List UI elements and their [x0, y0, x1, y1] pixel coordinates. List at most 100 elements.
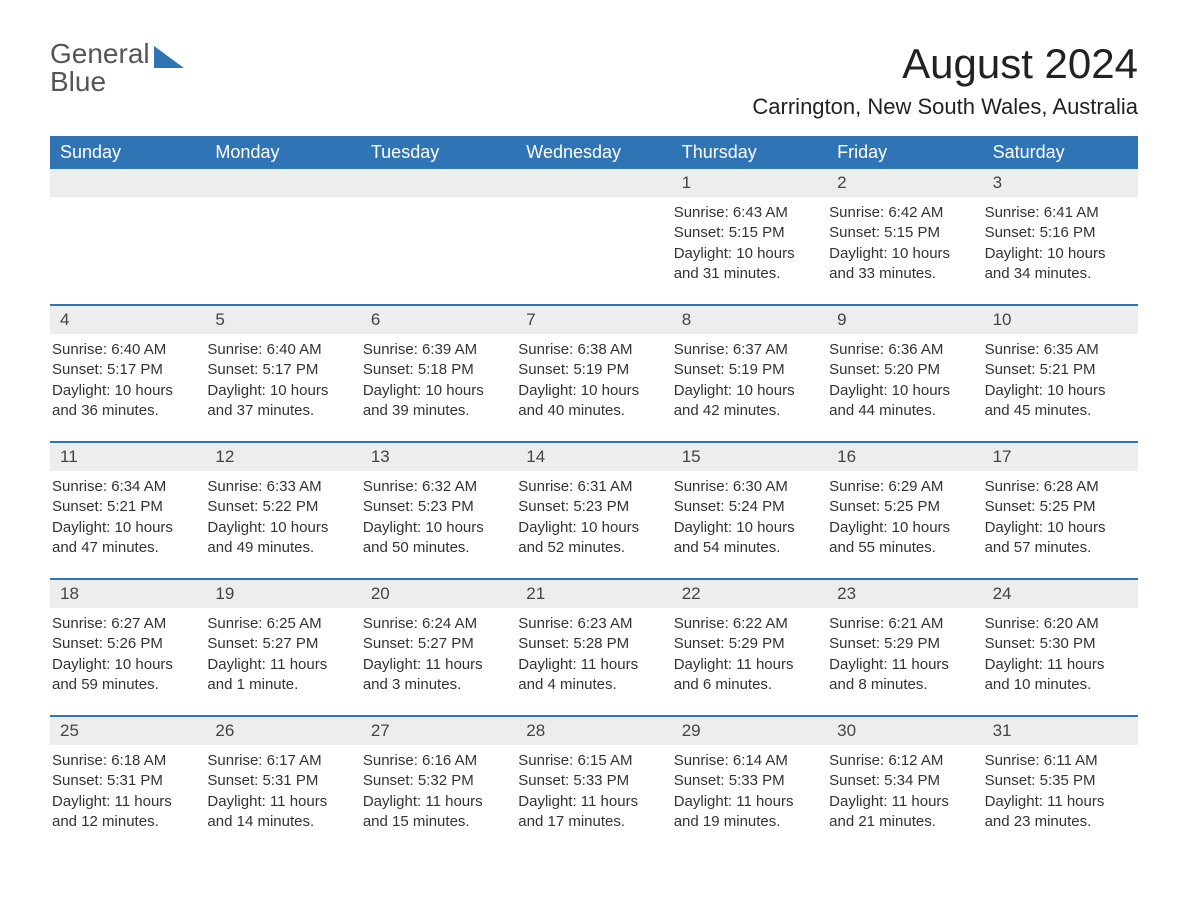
- day-number: 1: [672, 169, 827, 197]
- day-cell: Sunrise: 6:27 AMSunset: 5:26 PMDaylight:…: [50, 608, 205, 697]
- day-line: Sunset: 5:31 PM: [207, 771, 350, 791]
- day-number: 22: [672, 580, 827, 608]
- dayhead-thu: Thursday: [672, 136, 827, 169]
- day-line: and 19 minutes.: [674, 812, 817, 832]
- day-line: and 12 minutes.: [52, 812, 195, 832]
- day-number: 28: [516, 717, 671, 745]
- day-cell: Sunrise: 6:25 AMSunset: 5:27 PMDaylight:…: [205, 608, 360, 697]
- day-line: Sunrise: 6:30 AM: [674, 477, 817, 497]
- day-cell: Sunrise: 6:40 AMSunset: 5:17 PMDaylight:…: [50, 334, 205, 423]
- day-line: Sunrise: 6:18 AM: [52, 751, 195, 771]
- day-number: 15: [672, 443, 827, 471]
- day-cell: Sunrise: 6:17 AMSunset: 5:31 PMDaylight:…: [205, 745, 360, 834]
- day-line: Sunrise: 6:14 AM: [674, 751, 817, 771]
- day-number: 11: [50, 443, 205, 471]
- day-line: Sunrise: 6:15 AM: [518, 751, 661, 771]
- month-title: August 2024: [752, 40, 1138, 88]
- week-row: 11121314151617Sunrise: 6:34 AMSunset: 5:…: [50, 441, 1138, 560]
- day-line: Sunrise: 6:20 AM: [985, 614, 1128, 634]
- day-line: Daylight: 10 hours: [674, 381, 817, 401]
- day-line: Daylight: 10 hours: [985, 518, 1128, 538]
- week-row: 45678910Sunrise: 6:40 AMSunset: 5:17 PMD…: [50, 304, 1138, 423]
- day-line: and 47 minutes.: [52, 538, 195, 558]
- day-number: 5: [205, 306, 360, 334]
- day-line: and 57 minutes.: [985, 538, 1128, 558]
- day-line: Sunset: 5:15 PM: [829, 223, 972, 243]
- day-cell: Sunrise: 6:43 AMSunset: 5:15 PMDaylight:…: [672, 197, 827, 286]
- title-block: August 2024 Carrington, New South Wales,…: [752, 40, 1138, 120]
- day-line: Daylight: 10 hours: [518, 518, 661, 538]
- day-line: Sunset: 5:32 PM: [363, 771, 506, 791]
- week-row: 18192021222324Sunrise: 6:27 AMSunset: 5:…: [50, 578, 1138, 697]
- day-line: Sunset: 5:23 PM: [363, 497, 506, 517]
- day-line: Sunset: 5:24 PM: [674, 497, 817, 517]
- day-line: Sunset: 5:15 PM: [674, 223, 817, 243]
- day-cell: Sunrise: 6:36 AMSunset: 5:20 PMDaylight:…: [827, 334, 982, 423]
- day-line: Daylight: 10 hours: [985, 381, 1128, 401]
- day-line: and 52 minutes.: [518, 538, 661, 558]
- day-line: and 8 minutes.: [829, 675, 972, 695]
- day-cell: Sunrise: 6:30 AMSunset: 5:24 PMDaylight:…: [672, 471, 827, 560]
- day-line: Daylight: 10 hours: [829, 518, 972, 538]
- day-number: 3: [983, 169, 1138, 197]
- day-cell: Sunrise: 6:24 AMSunset: 5:27 PMDaylight:…: [361, 608, 516, 697]
- day-line: Daylight: 11 hours: [674, 792, 817, 812]
- day-line: Daylight: 10 hours: [52, 655, 195, 675]
- day-cell: [205, 197, 360, 286]
- day-line: Sunrise: 6:39 AM: [363, 340, 506, 360]
- day-line: Sunrise: 6:40 AM: [52, 340, 195, 360]
- day-line: and 39 minutes.: [363, 401, 506, 421]
- day-line: and 17 minutes.: [518, 812, 661, 832]
- day-cell: [361, 197, 516, 286]
- day-cell: Sunrise: 6:38 AMSunset: 5:19 PMDaylight:…: [516, 334, 671, 423]
- day-cell: Sunrise: 6:16 AMSunset: 5:32 PMDaylight:…: [361, 745, 516, 834]
- day-cell: Sunrise: 6:42 AMSunset: 5:15 PMDaylight:…: [827, 197, 982, 286]
- location: Carrington, New South Wales, Australia: [752, 94, 1138, 120]
- day-line: Daylight: 11 hours: [518, 792, 661, 812]
- day-cell: Sunrise: 6:15 AMSunset: 5:33 PMDaylight:…: [516, 745, 671, 834]
- day-line: and 21 minutes.: [829, 812, 972, 832]
- day-line: Daylight: 11 hours: [829, 655, 972, 675]
- day-number: 2: [827, 169, 982, 197]
- day-line: and 1 minute.: [207, 675, 350, 695]
- day-number: 9: [827, 306, 982, 334]
- day-line: Sunset: 5:23 PM: [518, 497, 661, 517]
- day-line: Sunrise: 6:34 AM: [52, 477, 195, 497]
- day-line: Sunset: 5:30 PM: [985, 634, 1128, 654]
- logo-text-2: Blue: [50, 68, 150, 96]
- day-line: Daylight: 10 hours: [207, 518, 350, 538]
- day-line: Sunset: 5:29 PM: [674, 634, 817, 654]
- day-line: and 55 minutes.: [829, 538, 972, 558]
- logo-flag-icon: [154, 46, 184, 68]
- day-cell: Sunrise: 6:39 AMSunset: 5:18 PMDaylight:…: [361, 334, 516, 423]
- day-number: 21: [516, 580, 671, 608]
- day-number: 18: [50, 580, 205, 608]
- day-number: 30: [827, 717, 982, 745]
- day-line: Sunrise: 6:23 AM: [518, 614, 661, 634]
- day-line: Sunset: 5:34 PM: [829, 771, 972, 791]
- day-cell: Sunrise: 6:23 AMSunset: 5:28 PMDaylight:…: [516, 608, 671, 697]
- day-line: Sunrise: 6:35 AM: [985, 340, 1128, 360]
- day-line: Sunrise: 6:25 AM: [207, 614, 350, 634]
- day-header-row: Sunday Monday Tuesday Wednesday Thursday…: [50, 136, 1138, 169]
- day-number: 26: [205, 717, 360, 745]
- day-line: Daylight: 10 hours: [363, 381, 506, 401]
- day-line: Daylight: 10 hours: [985, 244, 1128, 264]
- day-cell: Sunrise: 6:32 AMSunset: 5:23 PMDaylight:…: [361, 471, 516, 560]
- day-line: Sunrise: 6:27 AM: [52, 614, 195, 634]
- day-line: Sunrise: 6:29 AM: [829, 477, 972, 497]
- day-line: and 10 minutes.: [985, 675, 1128, 695]
- day-number: [205, 169, 360, 197]
- calendar: Sunday Monday Tuesday Wednesday Thursday…: [50, 136, 1138, 834]
- day-line: Sunrise: 6:24 AM: [363, 614, 506, 634]
- day-cell: Sunrise: 6:29 AMSunset: 5:25 PMDaylight:…: [827, 471, 982, 560]
- day-line: and 14 minutes.: [207, 812, 350, 832]
- day-number: [50, 169, 205, 197]
- day-line: and 36 minutes.: [52, 401, 195, 421]
- day-line: Sunset: 5:33 PM: [518, 771, 661, 791]
- day-cell: Sunrise: 6:35 AMSunset: 5:21 PMDaylight:…: [983, 334, 1138, 423]
- day-line: Daylight: 10 hours: [674, 244, 817, 264]
- day-number: 16: [827, 443, 982, 471]
- day-line: Daylight: 11 hours: [207, 792, 350, 812]
- day-line: Sunrise: 6:33 AM: [207, 477, 350, 497]
